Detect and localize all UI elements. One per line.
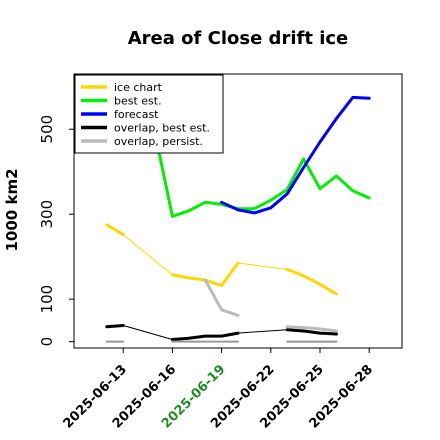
series-line-segment bbox=[170, 331, 240, 341]
y-tick-label: 300 bbox=[38, 200, 56, 229]
legend-label-overlap-best-est: overlap, best est. bbox=[114, 122, 210, 135]
y-tick-label: 0 bbox=[38, 337, 56, 347]
chart-title: Area of Close drift ice bbox=[128, 28, 349, 49]
series-layer bbox=[105, 95, 371, 343]
legend-label-best-est: best est. bbox=[114, 95, 162, 108]
series-line-segment bbox=[285, 325, 338, 333]
plot-area bbox=[73, 73, 403, 349]
series-line-segment bbox=[105, 223, 125, 237]
legend-label-forecast: forecast bbox=[114, 108, 159, 121]
series-overlap-best-est bbox=[105, 324, 338, 341]
legend-label-ice-chart: ice chart bbox=[114, 81, 163, 94]
series-line-segment bbox=[285, 328, 338, 336]
series-line-segment bbox=[154, 136, 371, 218]
series-line-segment bbox=[203, 278, 240, 317]
series-forecast bbox=[220, 95, 371, 215]
series-best-est bbox=[154, 136, 371, 218]
series-line-segment bbox=[220, 95, 371, 215]
y-tick-label: 500 bbox=[38, 115, 56, 144]
y-tick-label: 100 bbox=[38, 285, 56, 314]
legend-label-overlap-persist: overlap, persist. bbox=[114, 135, 203, 148]
y-ticks: 0 100 300 500 bbox=[38, 115, 74, 346]
series-overlap-persist bbox=[203, 278, 338, 333]
series-line-segment bbox=[285, 267, 338, 296]
y-axis-label: 1000 km2 bbox=[3, 168, 21, 251]
series-line-segment bbox=[105, 324, 125, 329]
